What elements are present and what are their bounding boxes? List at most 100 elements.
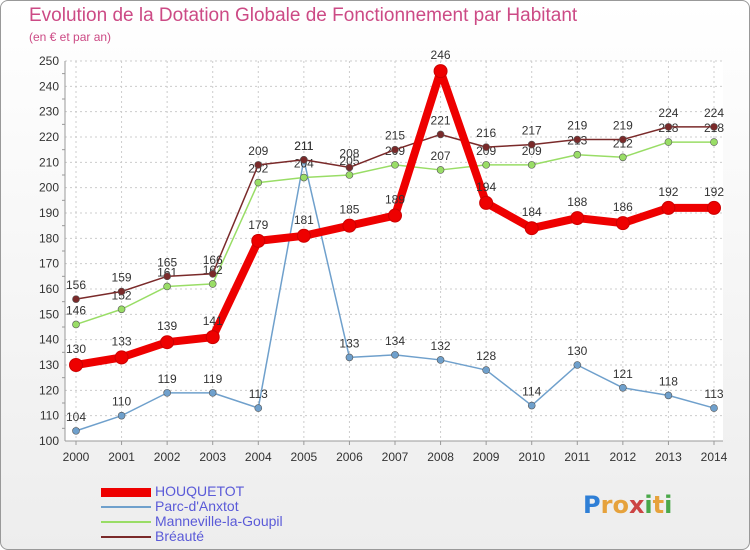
data-label: 119: [158, 372, 177, 386]
data-label: 209: [248, 144, 268, 158]
data-point: [436, 356, 445, 364]
data-label: 209: [522, 144, 542, 158]
data-point: [615, 216, 630, 231]
data-label: 104: [66, 410, 86, 424]
data-point: [72, 427, 80, 435]
legend: HOUQUETOT Parc-d'Anxtot Manneville-la-Goup…: [101, 483, 401, 545]
x-tick-label: 2002: [154, 450, 181, 464]
data-label: 208: [339, 146, 359, 160]
data-label: 118: [659, 374, 678, 388]
x-tick-label: 2005: [291, 450, 318, 464]
logo-letter: i: [644, 491, 653, 519]
y-tick-label: 200: [39, 181, 59, 195]
y-tick-label: 130: [39, 358, 59, 372]
legend-item: Parc-d'Anxtot: [101, 498, 401, 515]
proxiti-logo: Proxiti: [583, 491, 672, 519]
data-label: 134: [385, 334, 405, 348]
data-label: 146: [66, 303, 86, 317]
x-tick-label: 2001: [108, 450, 135, 464]
data-label: 159: [112, 271, 132, 285]
data-point: [163, 389, 171, 397]
data-point: [479, 195, 494, 210]
data-label: 130: [567, 344, 587, 358]
y-tick-label: 190: [39, 206, 59, 220]
data-label: 224: [658, 106, 678, 120]
x-tick-label: 2007: [382, 450, 409, 464]
logo-letter: P: [583, 491, 601, 519]
data-label: 184: [522, 205, 542, 219]
x-tick-label: 2014: [701, 450, 728, 464]
data-point: [342, 218, 357, 233]
data-point: [114, 350, 129, 365]
data-point: [117, 287, 126, 296]
data-point: [710, 404, 718, 412]
data-label: 192: [704, 185, 724, 199]
data-point: [710, 138, 718, 146]
y-tick-label: 220: [39, 130, 59, 144]
data-label: 211: [294, 139, 313, 153]
data-point: [163, 282, 171, 291]
logo-letter: i: [664, 491, 673, 519]
data-label: 113: [704, 387, 723, 401]
data-label: 217: [522, 124, 542, 138]
data-label: 141: [203, 314, 223, 328]
data-point: [570, 211, 585, 226]
y-tick-label: 250: [39, 54, 59, 68]
data-label: 130: [66, 342, 86, 356]
data-label: 121: [613, 367, 633, 381]
data-point: [208, 269, 217, 278]
plot-area: [65, 61, 723, 441]
data-point: [664, 123, 673, 131]
data-point: [163, 272, 171, 281]
data-label: 211: [294, 139, 313, 153]
data-point: [205, 330, 220, 345]
logo-letter: t: [652, 491, 665, 519]
data-label: 207: [431, 149, 451, 163]
legend-swatch: [101, 536, 151, 538]
data-point: [345, 353, 354, 362]
data-label: 119: [203, 372, 222, 386]
data-label: 205: [339, 154, 359, 168]
data-label: 188: [567, 195, 587, 209]
y-tick-label: 140: [39, 333, 59, 347]
data-point: [619, 153, 627, 162]
data-point: [619, 135, 627, 144]
data-point: [573, 150, 582, 159]
legend-swatch: [101, 521, 151, 523]
data-label: 133: [112, 334, 132, 348]
data-label: 185: [339, 203, 359, 217]
data-point: [436, 130, 445, 139]
data-label: 219: [567, 119, 587, 133]
data-label: 128: [476, 349, 496, 363]
data-point: [254, 161, 263, 169]
y-tick-label: 120: [39, 383, 59, 397]
y-tick-label: 240: [39, 79, 59, 93]
data-label: 110: [112, 395, 131, 409]
data-point: [345, 171, 354, 179]
data-label: 219: [613, 119, 633, 133]
data-point: [72, 320, 80, 329]
x-tick-label: 2011: [564, 450, 590, 464]
chart-subtitle: (en € et par an): [29, 30, 112, 44]
legend-swatch: [101, 506, 151, 508]
data-point: [388, 208, 402, 223]
y-tick-label: 170: [39, 257, 59, 271]
data-label: 113: [249, 387, 268, 401]
data-label: 246: [431, 48, 451, 62]
x-tick-label: 2012: [610, 450, 637, 464]
data-point: [117, 305, 126, 314]
x-tick-label: 2004: [245, 450, 272, 464]
data-point: [391, 145, 399, 154]
data-label: 215: [385, 129, 405, 143]
data-label: 156: [66, 278, 86, 292]
logo-letter: o: [612, 491, 629, 519]
x-tick-label: 2010: [518, 450, 545, 464]
data-point: [707, 200, 721, 215]
data-point: [254, 404, 263, 412]
data-label: 186: [613, 200, 633, 214]
data-point: [436, 166, 445, 174]
data-point: [573, 135, 582, 144]
data-point: [296, 228, 311, 243]
data-point: [208, 389, 217, 397]
